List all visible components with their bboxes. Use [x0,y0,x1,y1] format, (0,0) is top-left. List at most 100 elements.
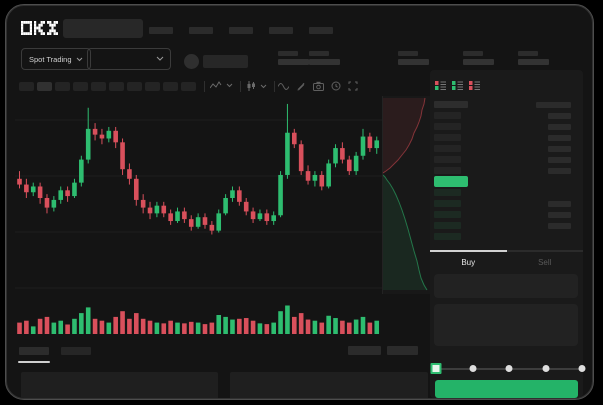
orderbook-price-cell [434,211,461,218]
nav-item[interactable] [269,27,293,34]
active-tab-underline [18,361,50,363]
orderbook-price-cell [434,189,461,196]
orderbook-amount-cell [536,101,571,108]
timeframe-button[interactable] [37,82,52,91]
app-window: Spot Trading [5,4,594,400]
timeframe-button[interactable] [109,82,124,91]
orderbook-price-cell [434,112,461,119]
nav-item[interactable] [229,27,253,34]
book-combined-icon[interactable] [435,80,446,91]
search-bar[interactable] [63,19,143,38]
book-bids-icon[interactable] [452,80,463,91]
ask-row[interactable] [434,165,571,176]
tab-buy[interactable]: Buy [430,250,507,272]
orderbook-price-cell [434,167,461,174]
bid-row[interactable] [434,187,571,198]
nav-item[interactable] [149,27,173,34]
slider-stop[interactable] [542,365,549,372]
spot-trading-label: Spot Trading [29,54,72,64]
camera-icon[interactable] [313,81,324,91]
ticker-stat [278,51,309,65]
candle-style-icon [247,81,255,91]
ticker-label [518,51,538,56]
pair-select[interactable] [87,48,171,70]
chart-tool-icons [278,81,358,91]
ticker-label [398,51,418,56]
slider-stop[interactable] [578,365,586,372]
timeframe-button[interactable] [55,82,70,91]
orders-panel-right [230,372,428,398]
timeframe-button[interactable] [127,82,142,91]
ask-row[interactable] [434,110,571,121]
orderbook-amount-cell [548,123,571,130]
market-toggle-icon[interactable] [184,54,199,69]
bid-row[interactable] [434,198,571,209]
indicator-dropdown[interactable] [210,81,233,90]
buy-button[interactable] [435,380,578,398]
nav-item[interactable] [189,27,213,34]
orders-tab-active[interactable] [19,347,49,355]
chevron-down-icon [76,57,82,61]
candle-style-dropdown[interactable] [246,81,267,91]
pencil-icon[interactable] [296,81,306,91]
bid-row[interactable] [434,209,571,220]
nav-item[interactable] [309,27,333,34]
ask-row[interactable] [434,132,571,143]
spot-trading-dropdown[interactable]: Spot Trading [21,48,91,70]
fullscreen-icon[interactable] [348,81,358,91]
timeframe-button[interactable] [91,82,106,91]
price-input[interactable] [434,274,578,298]
orderbook-amount-cell [548,200,571,207]
ask-row[interactable] [434,143,571,154]
price-pill [203,55,248,68]
top-nav [149,27,333,34]
ticker-stat [309,51,340,65]
timeframe-button[interactable] [145,82,160,91]
ticker-value [309,59,340,65]
orderbook-amount-cell [548,167,571,174]
orderbook-amount-cell [548,156,571,163]
ticker-label [278,51,298,56]
ticker-value [518,59,549,65]
okx-logo [21,21,58,35]
orderbook-price-cell [434,200,461,207]
orderbook-amount-cell [548,211,571,218]
timeframe-button[interactable] [163,82,178,91]
orderbook-view-toggles [435,80,480,91]
orderbook-amount-cell [548,112,571,119]
orders-filter[interactable] [348,346,381,355]
book-asks-icon[interactable] [469,80,480,91]
wave-icon[interactable] [278,82,289,91]
history-icon[interactable] [331,81,341,91]
orders-panel-left [21,372,218,398]
slider-stop[interactable] [505,365,513,372]
bid-row[interactable] [434,220,571,231]
orderbook-amount-cell [548,145,571,152]
last-price-row[interactable] [434,176,571,187]
ask-row[interactable] [434,154,571,165]
chevron-down-icon [156,56,164,61]
amount-slider [430,361,586,377]
orderbook-price-cell [434,233,461,240]
orders-tab[interactable] [61,347,91,355]
orderbook-amount-cell [548,222,571,229]
last-price-bar[interactable] [434,176,468,187]
ask-row[interactable] [434,121,571,132]
tab-sell[interactable]: Sell [507,250,584,272]
timeframe-button[interactable] [19,82,34,91]
ticker-stat [398,51,429,65]
toolbar-divider [204,81,205,92]
timeframe-button[interactable] [181,82,196,91]
orderbook-price-cell [434,145,461,152]
amount-input[interactable] [434,304,578,346]
timeframe-button[interactable] [73,82,88,91]
slider-stop[interactable] [469,365,476,372]
orderbook-header[interactable] [434,99,571,110]
bid-row[interactable] [434,231,571,242]
toolbar-divider [240,81,241,92]
indicator-line-icon [210,81,222,89]
candlestick-chart[interactable] [15,98,383,298]
slider-handle[interactable] [430,363,442,374]
orders-filter[interactable] [387,346,418,355]
orderbook-price-cell [434,101,468,108]
